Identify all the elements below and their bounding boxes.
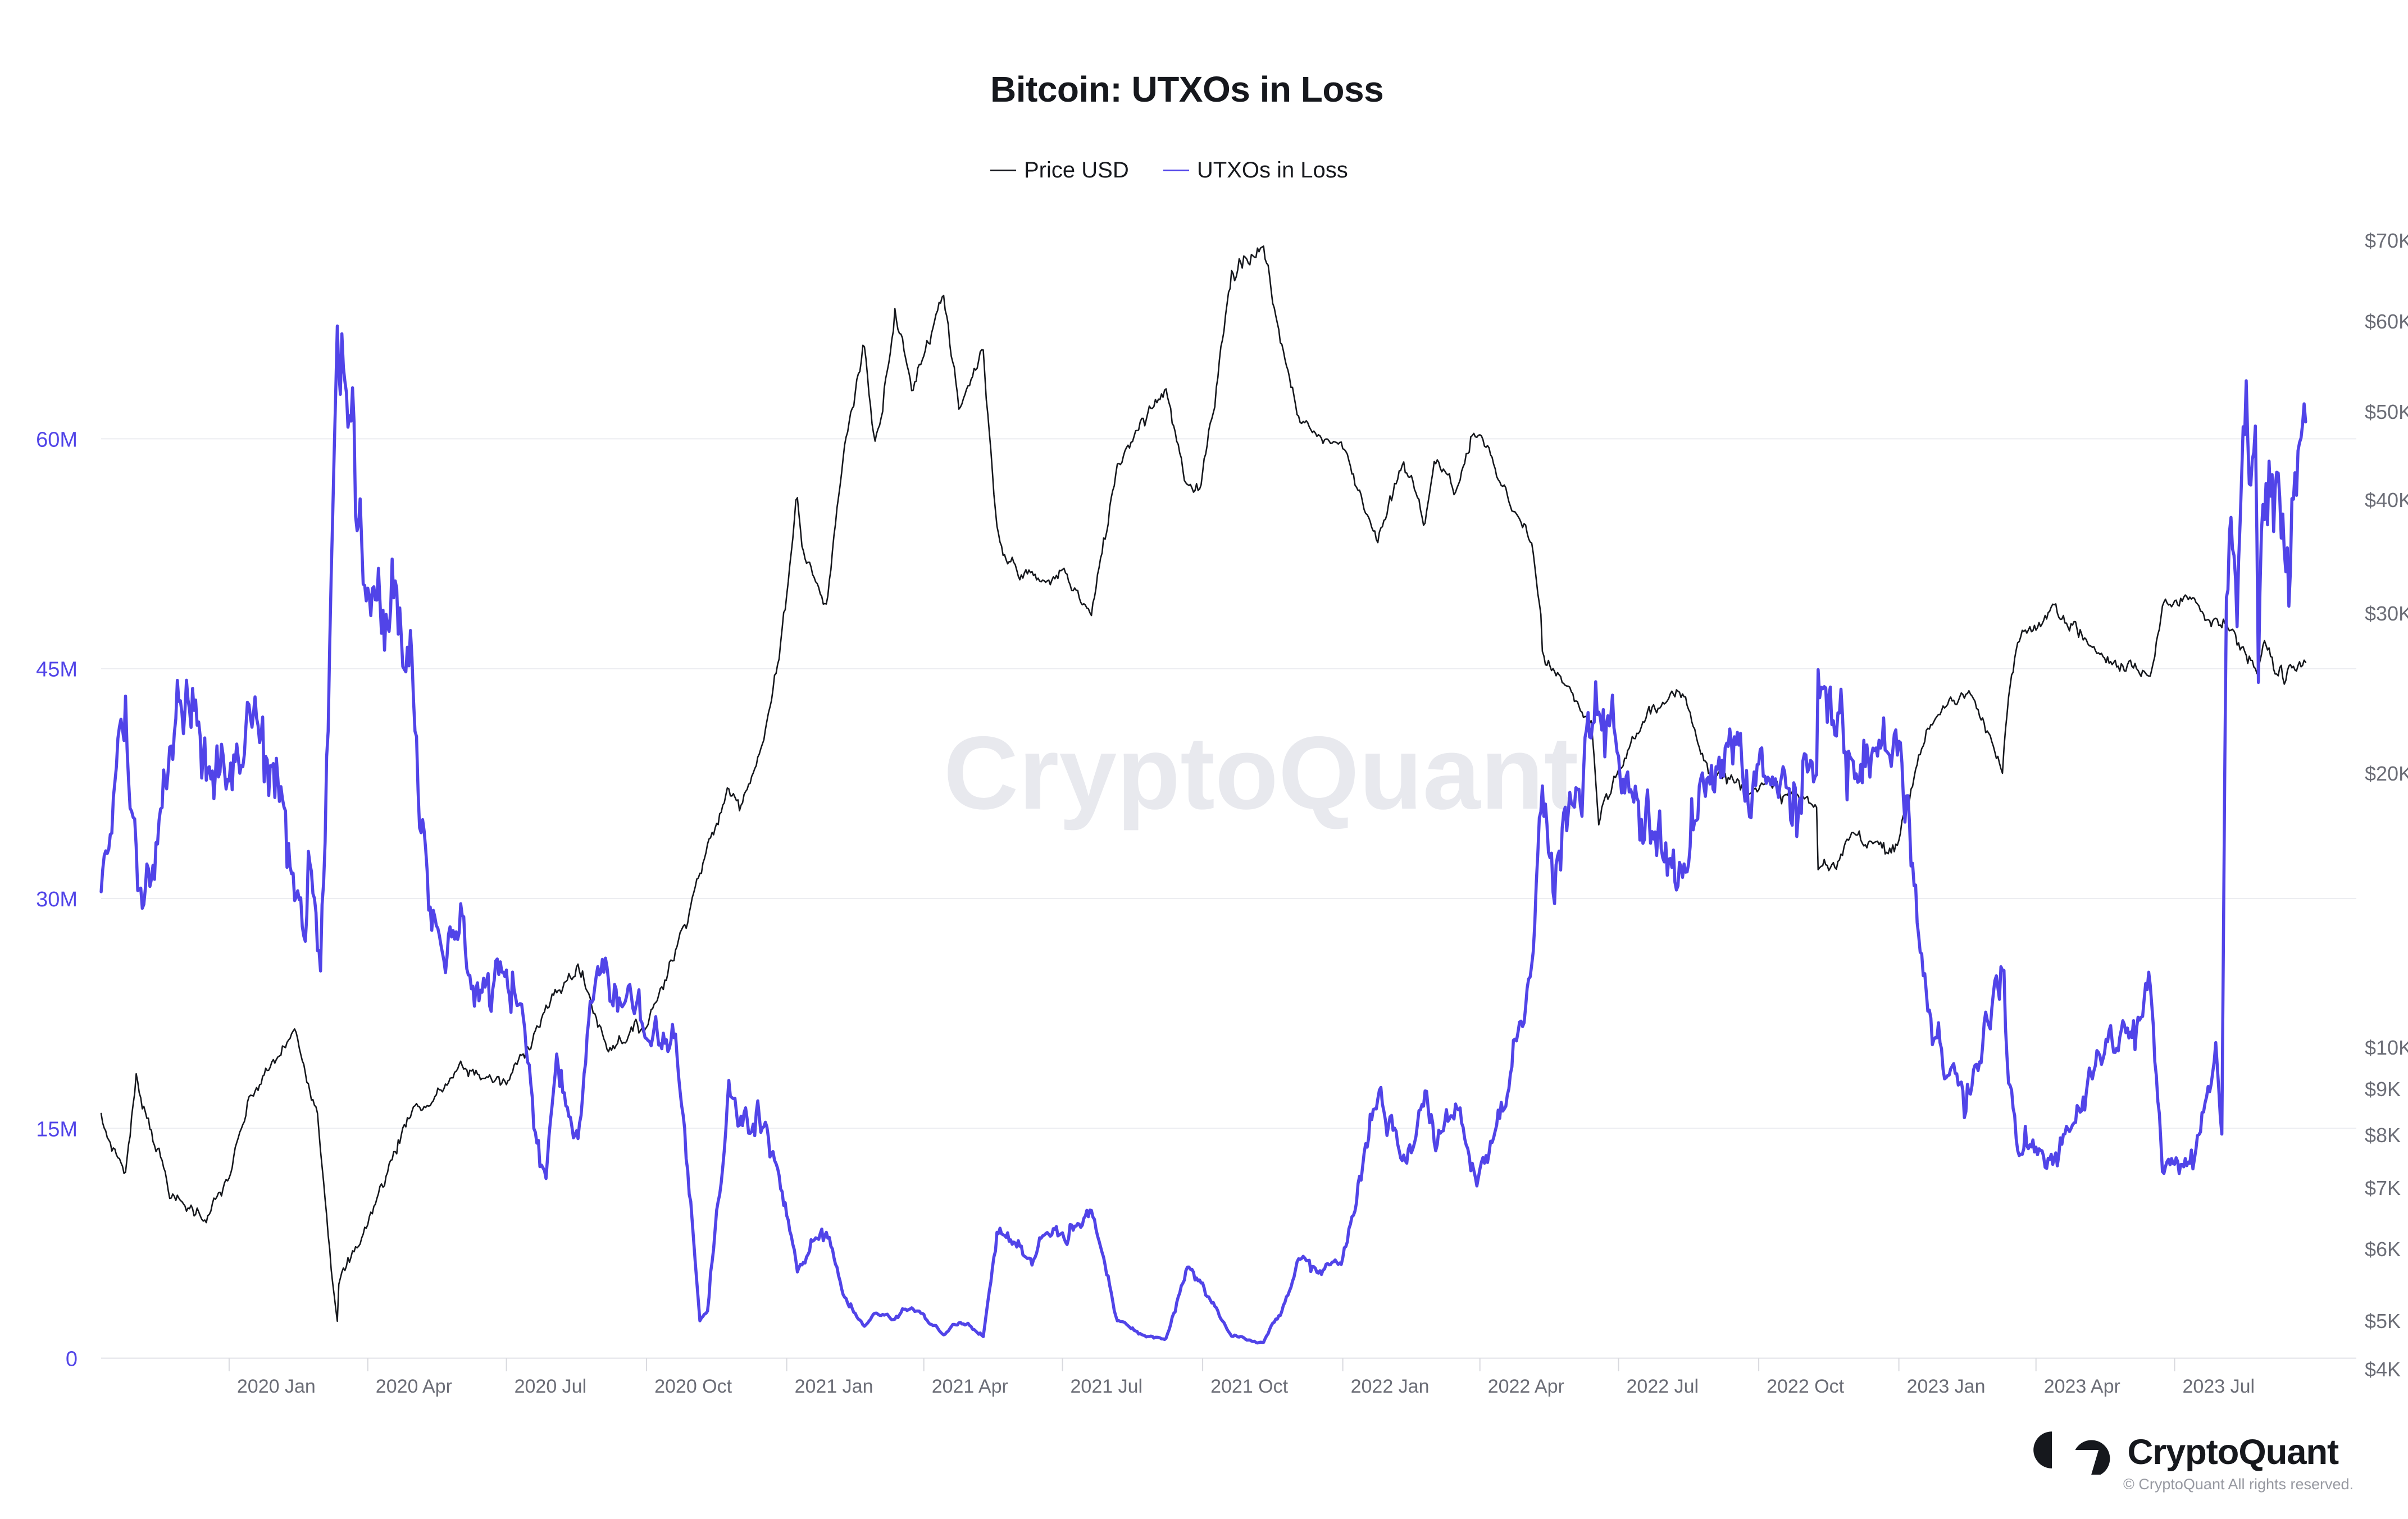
svg-text:$20K: $20K — [2365, 762, 2408, 785]
svg-text:2021 Jul: 2021 Jul — [1071, 1376, 1143, 1397]
svg-text:2022 Apr: 2022 Apr — [1488, 1376, 1564, 1397]
svg-text:CryptoQuant: CryptoQuant — [2128, 1433, 2339, 1472]
svg-text:$70K: $70K — [2365, 229, 2408, 252]
svg-text:$5K: $5K — [2365, 1310, 2401, 1333]
svg-text:2020 Apr: 2020 Apr — [376, 1376, 452, 1397]
svg-text:$6K: $6K — [2365, 1238, 2401, 1261]
svg-text:$30K: $30K — [2365, 602, 2408, 625]
svg-text:2021 Apr: 2021 Apr — [932, 1376, 1008, 1397]
svg-text:$50K: $50K — [2365, 400, 2408, 423]
svg-text:30M: 30M — [36, 888, 78, 911]
svg-text:2023 Jan: 2023 Jan — [1907, 1376, 1986, 1397]
svg-text:$8K: $8K — [2365, 1124, 2401, 1147]
svg-text:CryptoQuant: CryptoQuant — [944, 715, 1579, 831]
svg-text:2022 Jan: 2022 Jan — [1351, 1376, 1430, 1397]
svg-text:$60K: $60K — [2365, 310, 2408, 333]
svg-text:2022 Jul: 2022 Jul — [1627, 1376, 1699, 1397]
svg-text:2023 Jul: 2023 Jul — [2183, 1376, 2255, 1397]
svg-text:2023 Apr: 2023 Apr — [2044, 1376, 2120, 1397]
svg-text:2021 Oct: 2021 Oct — [1210, 1376, 1289, 1397]
svg-text:2022 Oct: 2022 Oct — [1767, 1376, 1845, 1397]
svg-text:0: 0 — [66, 1348, 78, 1371]
svg-text:$4K: $4K — [2365, 1358, 2401, 1381]
svg-text:2020 Jul: 2020 Jul — [515, 1376, 587, 1397]
svg-text:15M: 15M — [36, 1117, 78, 1141]
svg-text:60M: 60M — [36, 428, 78, 451]
svg-text:45M: 45M — [36, 658, 78, 682]
svg-text:$40K: $40K — [2365, 489, 2408, 512]
svg-text:2020 Oct: 2020 Oct — [654, 1376, 732, 1397]
svg-text:$10K: $10K — [2365, 1036, 2408, 1059]
svg-text:2021 Jan: 2021 Jan — [795, 1376, 873, 1397]
svg-text:$9K: $9K — [2365, 1078, 2401, 1101]
svg-text:$7K: $7K — [2365, 1176, 2401, 1199]
svg-text:2020 Jan: 2020 Jan — [237, 1376, 316, 1397]
